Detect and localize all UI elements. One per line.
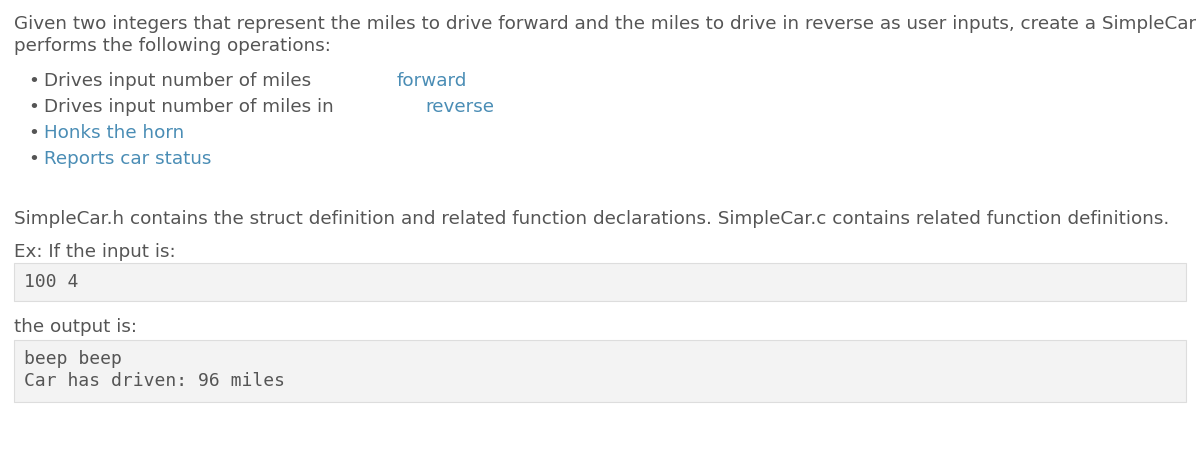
Text: 100 4: 100 4	[24, 273, 78, 291]
Text: •: •	[28, 150, 38, 168]
Text: reverse: reverse	[426, 98, 494, 116]
Text: Reports car status: Reports car status	[44, 150, 211, 168]
Text: •: •	[28, 98, 38, 116]
Text: Drives input number of miles: Drives input number of miles	[44, 72, 317, 90]
Text: performs the following operations:: performs the following operations:	[14, 37, 331, 55]
Text: Honks the horn: Honks the horn	[44, 124, 185, 142]
FancyBboxPatch shape	[14, 340, 1186, 402]
Text: Given two integers that represent the miles to drive forward and the miles to dr: Given two integers that represent the mi…	[14, 15, 1200, 33]
Text: the output is:: the output is:	[14, 318, 137, 336]
Text: Car has driven: 96 miles: Car has driven: 96 miles	[24, 372, 286, 390]
Text: SimpleCar.h contains the struct definition and related function declarations. Si: SimpleCar.h contains the struct definiti…	[14, 210, 1169, 228]
Text: forward: forward	[396, 72, 467, 90]
Text: Drives input number of miles in: Drives input number of miles in	[44, 98, 340, 116]
Text: Ex: If the input is:: Ex: If the input is:	[14, 243, 175, 261]
Text: •: •	[28, 124, 38, 142]
Text: •: •	[28, 72, 38, 90]
FancyBboxPatch shape	[14, 263, 1186, 301]
Text: beep beep: beep beep	[24, 350, 122, 368]
